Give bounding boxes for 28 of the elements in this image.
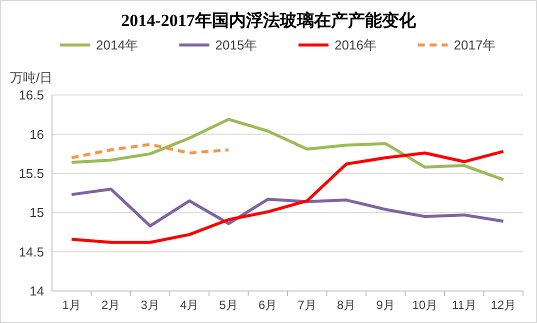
x-tick-label: 1月 — [62, 298, 81, 312]
y-tick-label: 14 — [30, 284, 44, 299]
chart-title: 2014-2017年国内浮法玻璃在产产能变化 — [121, 11, 417, 30]
legend-label: 2014年 — [96, 38, 138, 53]
x-tick-label: 11月 — [452, 298, 476, 312]
x-tick-label: 6月 — [258, 298, 278, 312]
y-tick-label: 16.5 — [18, 88, 44, 103]
y-tick-label: 16 — [30, 126, 44, 142]
x-tick-label: 9月 — [376, 298, 395, 312]
x-tick-label: 7月 — [298, 298, 316, 312]
y-tick-label: 15 — [30, 205, 44, 220]
y-axis-title: 万吨/日 — [10, 70, 53, 85]
x-tick-label: 10月 — [412, 298, 438, 312]
legend-label: 2015年 — [215, 38, 258, 53]
line-series — [70, 142, 230, 160]
x-tick-label: 5月 — [219, 298, 238, 312]
line-series — [70, 188, 505, 228]
line-series — [70, 118, 505, 182]
x-tick-label: 3月 — [140, 298, 160, 312]
line-series — [70, 150, 505, 244]
legend-label: 2016年 — [334, 38, 376, 53]
x-tick-label: 12月 — [490, 298, 516, 312]
x-tick-label: 8月 — [337, 298, 356, 312]
x-tick-label: 2月 — [102, 298, 120, 312]
y-tick-label: 15.5 — [18, 166, 44, 181]
legend-label: 2017年 — [454, 38, 496, 53]
y-tick-label: 14.5 — [18, 244, 44, 260]
x-tick-label: 4月 — [180, 298, 199, 312]
